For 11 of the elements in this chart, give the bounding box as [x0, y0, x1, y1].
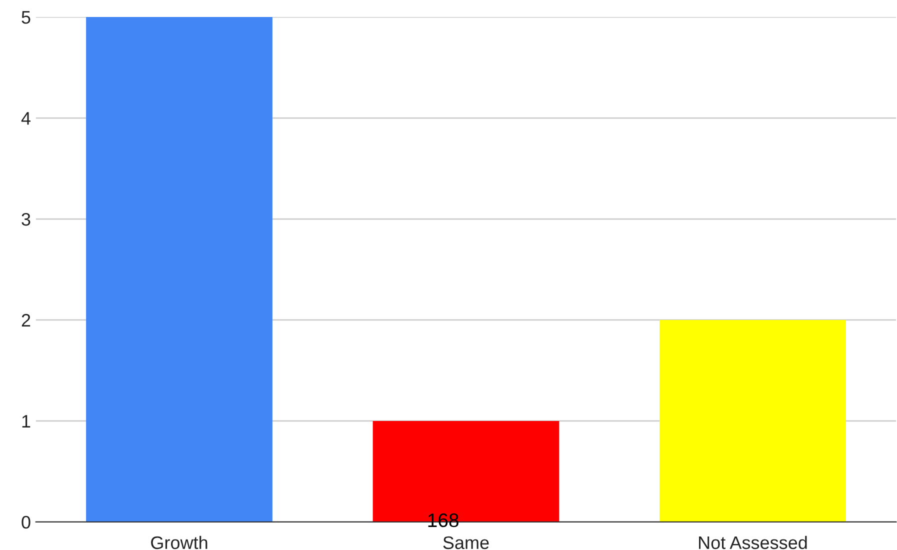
bar — [86, 17, 272, 522]
bar — [660, 320, 846, 522]
x-tick-label: Same — [443, 536, 489, 550]
y-tick-label: 2 — [22, 314, 30, 327]
x-tick-label: Growth — [151, 536, 208, 550]
y-tick-label: 1 — [22, 415, 30, 428]
y-tick-label: 0 — [22, 516, 30, 529]
x-tick-label: Not Assessed — [699, 536, 807, 550]
y-tick-label: 4 — [21, 112, 30, 125]
y-tick-label: 3 — [22, 212, 30, 226]
y-tick-label: 5 — [22, 11, 30, 24]
